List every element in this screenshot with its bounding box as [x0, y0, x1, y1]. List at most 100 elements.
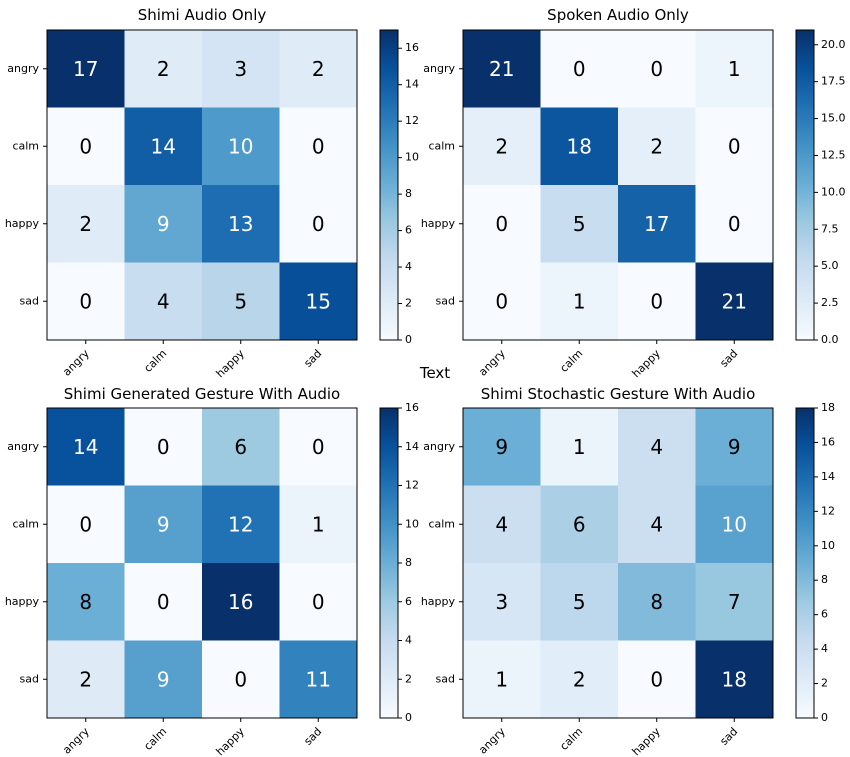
cell-value: 1: [728, 57, 741, 81]
heatmap-cell: [463, 640, 541, 719]
cell-value: 2: [79, 212, 92, 236]
y-tick-label: calm: [12, 139, 39, 152]
y-tick-label: angry: [7, 440, 39, 453]
panel-title: Shimi Generated Gesture With Audio: [64, 385, 340, 403]
heatmap-cell: [202, 107, 280, 186]
cell-value: 6: [234, 435, 247, 459]
cell-value: 4: [495, 512, 508, 536]
heatmap-cell: [540, 563, 619, 641]
cell-value: 4: [650, 512, 663, 536]
colorbar: [795, 29, 815, 341]
cell-value: 11: [306, 667, 331, 691]
x-tick-label: sad: [717, 347, 740, 370]
heatmap-cell: [463, 107, 541, 186]
heatmap-cell: [47, 485, 125, 564]
y-tick-label: angry: [423, 62, 455, 75]
heatmap-cell: [124, 185, 203, 263]
heatmap-cell: [47, 107, 125, 186]
x-tick-label: happy: [630, 725, 664, 757]
cell-value: 21: [489, 57, 514, 81]
heatmap-cell: [463, 408, 541, 486]
colorbar-tick-label: 8: [405, 556, 412, 569]
colorbar-tick-label: 17.5: [821, 75, 846, 88]
y-tick-label: sad: [20, 672, 39, 685]
x-tick-label: calm: [557, 347, 585, 375]
heatmap-panel-3: Shimi Generated Gesture With Audio 14 0 6 0 0…: [5, 385, 419, 757]
cell-value: 0: [79, 512, 92, 536]
cell-value: 2: [650, 134, 663, 158]
heatmap-cell: [202, 563, 280, 641]
cell-value: 0: [79, 134, 92, 158]
x-tick-label: angry: [476, 725, 508, 757]
cell-value: 0: [312, 134, 325, 158]
cell-value: 0: [650, 57, 663, 81]
panel-title: Shimi Audio Only: [138, 6, 267, 24]
heatmap-cell: [695, 485, 774, 564]
cell-value: 1: [495, 667, 508, 691]
cell-value: 0: [573, 57, 586, 81]
cell-value: 2: [573, 667, 586, 691]
heatmap-cell: [463, 262, 541, 341]
y-tick-label: sad: [436, 294, 455, 307]
cell-value: 1: [312, 512, 325, 536]
cell-value: 0: [312, 590, 325, 614]
cell-value: 10: [228, 134, 253, 158]
heatmap-cell: [540, 640, 619, 719]
plot-frame: [462, 407, 774, 719]
x-tick-label: happy: [630, 347, 664, 381]
cell-value: 21: [722, 289, 747, 313]
cell-value: 0: [157, 590, 170, 614]
colorbar-tick-label: 20.0: [821, 38, 846, 51]
y-tick-label: happy: [5, 595, 40, 608]
colorbar-tick-label: 16: [405, 41, 419, 54]
heatmap-cell: [695, 262, 774, 341]
heatmap-cell: [47, 408, 125, 486]
cell-value: 14: [151, 134, 176, 158]
heatmap-cell: [202, 262, 280, 341]
colorbar-tick-label: 5.0: [821, 259, 839, 272]
heatmap-cell: [540, 485, 619, 564]
cell-value: 8: [79, 590, 92, 614]
cell-value: 9: [157, 667, 170, 691]
heatmap-cell: [279, 30, 358, 108]
cell-value: 0: [79, 289, 92, 313]
colorbar-tick-label: 4: [405, 260, 412, 273]
heatmap-cell: [618, 640, 696, 719]
cell-value: 1: [573, 289, 586, 313]
plot-frame: [46, 407, 358, 719]
heatmap-cell: [695, 185, 774, 263]
y-tick-label: happy: [421, 217, 456, 230]
cell-value: 3: [234, 57, 247, 81]
heatmap-cell: [618, 185, 696, 263]
heatmap-cell: [540, 262, 619, 341]
cell-value: 0: [650, 667, 663, 691]
colorbar-tick-label: 14: [821, 470, 835, 483]
cell-value: 17: [644, 212, 669, 236]
colorbar-tick-label: 0.0: [821, 333, 839, 346]
colorbar-tick-label: 0: [821, 711, 828, 724]
heatmap-cell: [540, 107, 619, 186]
colorbar-tick-label: 6: [405, 224, 412, 237]
heatmap-cell: [124, 30, 203, 108]
heatmap-cell: [279, 262, 358, 341]
colorbar-tick-label: 15.0: [821, 112, 846, 125]
cell-value: 0: [495, 289, 508, 313]
colorbar-tick-label: 14: [405, 440, 419, 453]
y-tick-label: calm: [428, 517, 455, 530]
cell-value: 15: [306, 289, 331, 313]
heatmap-cell: [124, 563, 203, 641]
cell-value: 6: [573, 512, 586, 536]
colorbar-tick-label: 8: [405, 187, 412, 200]
x-tick-label: sad: [301, 725, 324, 748]
colorbar-tick-label: 2: [405, 297, 412, 310]
x-tick-label: angry: [60, 725, 92, 757]
colorbar-tick-label: 6: [821, 608, 828, 621]
cell-value: 2: [312, 57, 325, 81]
heatmap-cell: [202, 408, 280, 486]
heatmap-cell: [202, 185, 280, 263]
cell-value: 18: [722, 667, 747, 691]
colorbar: [795, 407, 815, 719]
cell-value: 0: [312, 435, 325, 459]
cell-value: 18: [567, 134, 592, 158]
